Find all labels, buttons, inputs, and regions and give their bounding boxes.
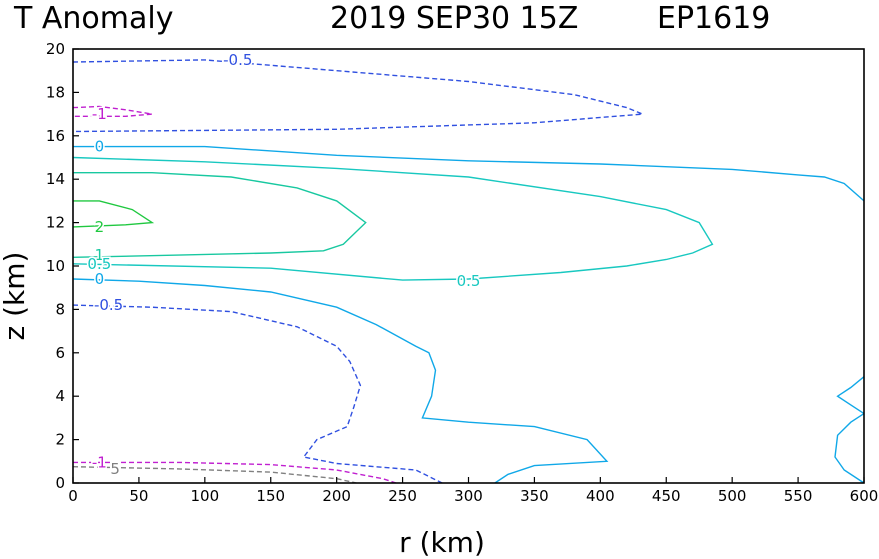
- y-axis-label: z (km): [0, 252, 31, 341]
- contour-label-0: -0.5: [223, 51, 252, 69]
- contour-label-2: 0: [95, 138, 105, 156]
- chart-storm-id: EP1619: [657, 1, 770, 36]
- contour-label-9: -1: [92, 453, 107, 471]
- y-tick-label: 16: [46, 127, 65, 145]
- contour-label-8: -0.5: [94, 296, 123, 314]
- y-tick-label: 0: [55, 474, 65, 492]
- y-tick-label: 18: [46, 83, 65, 101]
- x-axis-ticks: 0 50 100 150 200 250 300 350 400 450 500 550 600: [68, 477, 878, 505]
- x-tick-label: 250: [388, 487, 417, 505]
- x-tick-label: 200: [322, 487, 351, 505]
- y-tick-label: 10: [46, 257, 65, 275]
- x-tick-label: 500: [718, 487, 747, 505]
- x-tick-label: 50: [129, 487, 148, 505]
- title-group: T Anomaly 2019 SEP30 15Z EP1619: [13, 1, 770, 36]
- contour-line-3: [73, 145, 865, 202]
- contour-line-6: [836, 376, 865, 415]
- contour-label-5: 0.5: [87, 255, 111, 273]
- y-tick-label: 8: [55, 300, 65, 318]
- y-axis-ticks: 0 2 4 6 8 10 12 14 16 18 20: [46, 40, 79, 492]
- contour-line-0: [72, 200, 155, 228]
- x-tick-label: 350: [520, 487, 549, 505]
- contour-line-5: [834, 413, 865, 484]
- x-axis-label: r (km): [399, 526, 485, 559]
- contour-label-4: 1: [95, 246, 105, 264]
- x-tick-label: 150: [256, 487, 285, 505]
- contour-line-1: [72, 171, 367, 258]
- y-tick-label: 20: [46, 40, 65, 58]
- contour-line-9: [72, 105, 153, 118]
- contour-line-4: [72, 278, 609, 484]
- contour-label-10: 5: [110, 460, 120, 478]
- x-tick-label: 600: [850, 487, 879, 505]
- contour-lines: [72, 59, 865, 484]
- y-tick-label: 12: [46, 214, 65, 232]
- x-tick-label: 450: [652, 487, 681, 505]
- chart-title: T Anomaly: [13, 1, 173, 36]
- contour-label-7: 0: [95, 270, 105, 288]
- contour-line-10: [73, 461, 397, 484]
- x-tick-label: 100: [191, 487, 220, 505]
- contour-line-7: [72, 59, 643, 133]
- y-tick-label: 2: [55, 431, 65, 449]
- x-tick-label: 550: [784, 487, 813, 505]
- x-tick-label: 400: [586, 487, 615, 505]
- y-tick-label: 4: [55, 387, 65, 405]
- x-tick-label: 300: [454, 487, 483, 505]
- contour-line-2: [72, 156, 714, 281]
- y-tick-label: 14: [46, 170, 65, 188]
- contour-line-8: [72, 304, 443, 484]
- contour-label-3: 2: [95, 218, 105, 236]
- x-tick-label: 0: [68, 487, 78, 505]
- y-tick-label: 6: [55, 344, 65, 362]
- contour-label-6: 0.5: [457, 272, 481, 290]
- chart-date: 2019 SEP30 15Z: [330, 1, 578, 36]
- contour-label-1: -1: [92, 105, 107, 123]
